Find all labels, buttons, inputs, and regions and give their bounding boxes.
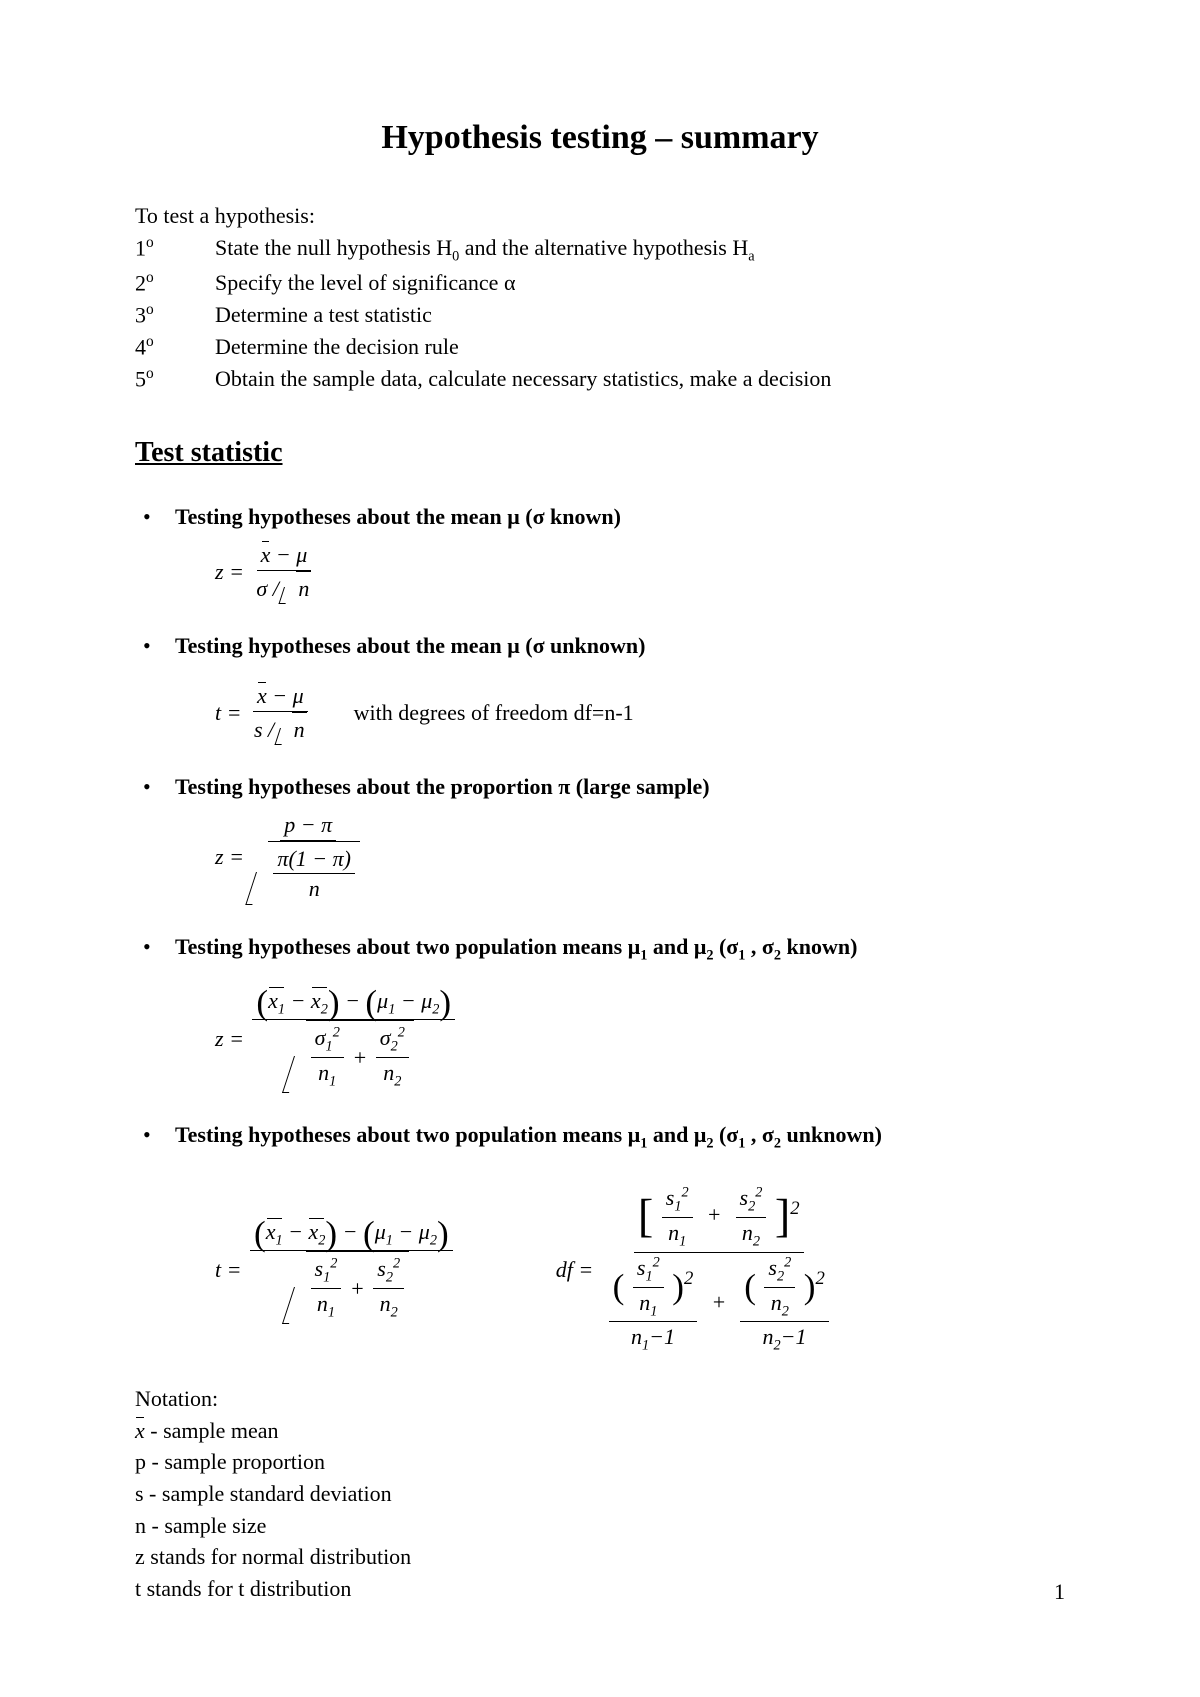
steps-block: To test a hypothesis: 1o State the null … [135,201,1065,394]
notation-line: z stands for normal distribution [135,1542,1065,1572]
step-text: Determine the decision rule [215,332,1065,362]
step-number: 3o [135,300,215,330]
item-heading: Testing hypotheses about the mean μ (σ u… [175,631,1065,661]
step-row: 4o Determine the decision rule [135,332,1065,362]
formula-side-text: with degrees of freedom df=n-1 [354,698,634,728]
item-heading: Testing hypotheses about two population … [175,1120,1065,1154]
list-item: Testing hypotheses about the mean μ (σ u… [135,631,1065,744]
formula: z = p − π π(1 − π) n [175,810,1065,904]
step-number: 4o [135,332,215,362]
notation-line: t stands for t distribution [135,1574,1065,1604]
list-item: Testing hypotheses about the proportion … [135,772,1065,904]
item-heading: Testing hypotheses about two population … [175,932,1065,966]
list-item: Testing hypotheses about the mean μ (σ k… [135,502,1065,603]
step-number: 2o [135,268,215,298]
notation-block: Notation: x - sample mean p - sample pro… [135,1384,1065,1604]
notation-title: Notation: [135,1384,1065,1414]
item-heading: Testing hypotheses about the proportion … [175,772,1065,802]
step-row: 2o Specify the level of significance α [135,268,1065,298]
step-text: State the null hypothesis H0 and the alt… [215,233,1065,267]
step-text: Obtain the sample data, calculate necess… [215,364,1065,394]
formula: z = (x1 − x2) − (μ1 − μ2) σ12 n1 [175,986,1065,1092]
steps-intro: To test a hypothesis: [135,201,1065,231]
page-number: 1 [1054,1577,1065,1607]
notation-line: n - sample size [135,1511,1065,1541]
list-item: Testing hypotheses about two population … [135,1120,1065,1356]
formula: t = (x1 − x2) − (μ1 − μ2) s12 n1 [175,1183,1065,1355]
notation-line: x - sample mean [135,1416,1065,1446]
notation-line: s - sample standard deviation [135,1479,1065,1509]
formula: t = x − μ s / n with degrees of freedom … [175,681,1065,744]
items-list: Testing hypotheses about the mean μ (σ k… [135,502,1065,1356]
step-number: 1o [135,233,215,267]
step-text: Determine a test statistic [215,300,1065,330]
section-heading: Test statistic [135,434,1065,472]
step-text: Specify the level of significance α [215,268,1065,298]
list-item: Testing hypotheses about two population … [135,932,1065,1092]
step-row: 1o State the null hypothesis H0 and the … [135,233,1065,267]
formula: z = x − μ σ / n [175,540,1065,603]
step-row: 5o Obtain the sample data, calculate nec… [135,364,1065,394]
document-page: Hypothesis testing – summary To test a h… [0,0,1200,1697]
step-number: 5o [135,364,215,394]
notation-line: p - sample proportion [135,1447,1065,1477]
step-row: 3o Determine a test statistic [135,300,1065,330]
item-heading: Testing hypotheses about the mean μ (σ k… [175,502,1065,532]
page-title: Hypothesis testing – summary [135,115,1065,161]
